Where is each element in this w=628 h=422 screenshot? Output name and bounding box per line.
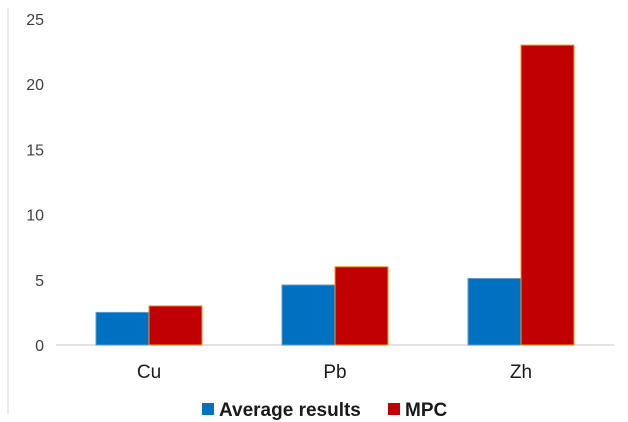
x-category-label: Cu bbox=[137, 362, 161, 383]
bar-mpc-zh bbox=[520, 44, 575, 346]
y-tick-label: 10 bbox=[26, 208, 44, 225]
legend-swatch-mpc bbox=[388, 403, 400, 415]
y-tick-label: 15 bbox=[26, 142, 44, 159]
y-tick-label: 25 bbox=[26, 12, 44, 29]
legend-label-mpc: MPC bbox=[405, 400, 448, 421]
legend: Average results MPC bbox=[202, 400, 448, 421]
legend-label-average-results: Average results bbox=[219, 400, 361, 421]
y-tick-label: 5 bbox=[35, 273, 44, 290]
bars-group bbox=[95, 44, 575, 346]
bar-average-results-pb bbox=[281, 284, 336, 346]
category-labels: Cu Pb Zh bbox=[137, 362, 532, 383]
legend-swatch-average-results bbox=[202, 403, 214, 415]
y-tick-label: 0 bbox=[35, 338, 44, 355]
x-category-label: Pb bbox=[323, 362, 346, 383]
bar-average-results-zh bbox=[467, 277, 522, 346]
bar-mpc-cu bbox=[148, 305, 203, 346]
y-tick-label: 20 bbox=[26, 77, 44, 94]
y-axis-ticks: 0 5 10 15 20 25 bbox=[26, 12, 44, 355]
bar-average-results-cu bbox=[95, 311, 150, 346]
x-category-label: Zh bbox=[510, 362, 532, 383]
bar-mpc-pb bbox=[334, 266, 389, 346]
